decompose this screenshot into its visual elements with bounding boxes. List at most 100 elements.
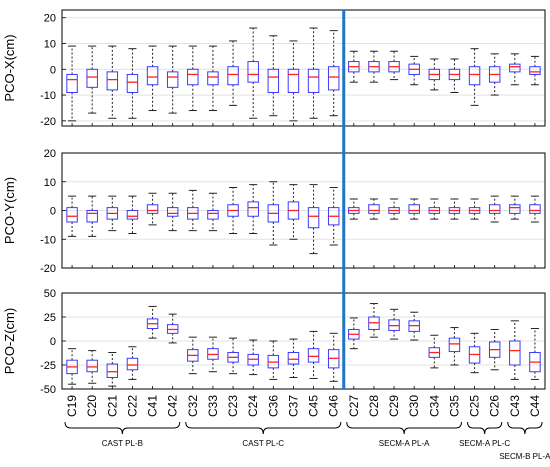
box-c25 <box>468 48 481 106</box>
x-category-label: C35 <box>447 395 461 417</box>
group-label: SECM-A PL-A <box>379 439 430 448</box>
iqr-box <box>529 204 541 214</box>
box-c20 <box>86 45 98 114</box>
box-c29 <box>388 308 400 340</box>
box-c34 <box>428 58 441 91</box>
box-c22 <box>126 48 139 119</box>
iqr-box <box>307 207 320 229</box>
panel-frame <box>61 292 546 390</box>
panel-frame <box>61 9 546 127</box>
iqr-box <box>368 204 380 214</box>
x-category-label: C36 <box>266 395 280 417</box>
x-category-label: C28 <box>367 395 381 417</box>
box-c28 <box>368 198 380 220</box>
y-tick-label: -25 <box>40 360 56 372</box>
box-c36 <box>267 340 280 380</box>
iqr-box <box>509 340 521 366</box>
box-c21 <box>106 45 119 119</box>
iqr-box <box>287 68 300 93</box>
y-tick-label: 25 <box>44 312 56 324</box>
box-c30 <box>408 198 420 220</box>
y-tick-label: -10 <box>40 90 56 102</box>
box-c26 <box>488 53 501 96</box>
iqr-box <box>106 71 119 91</box>
group-brace <box>185 421 342 435</box>
box-c33 <box>207 45 219 112</box>
x-category-label: C41 <box>146 395 160 417</box>
y-tick-label: -20 <box>40 116 56 128</box>
box-c34 <box>428 198 441 220</box>
x-category-label: C34 <box>427 395 441 417</box>
iqr-box <box>207 71 219 86</box>
iqr-box <box>509 63 521 73</box>
iqr-box <box>126 210 139 220</box>
box-c46 <box>327 187 340 246</box>
box-c19 <box>66 348 78 385</box>
x-category-label: C32 <box>186 395 200 417</box>
iqr-box <box>86 68 98 88</box>
box-c27 <box>348 317 360 350</box>
x-category-label: C22 <box>125 395 139 417</box>
y-tick-label: 50 <box>44 288 56 300</box>
box-c45 <box>307 330 320 379</box>
box-c30 <box>408 55 420 86</box>
iqr-box <box>207 210 219 220</box>
iqr-box <box>66 207 78 223</box>
iqr-box <box>146 204 159 214</box>
panel-pco-z-cm-: -50 -25 0 25 50 PCO-Z(cm) <box>2 288 546 396</box>
box-c44 <box>529 55 541 86</box>
box-c33 <box>207 192 219 232</box>
x-category-label: C45 <box>307 395 321 417</box>
x-category-label: C24 <box>246 395 260 417</box>
box-c46 <box>327 30 340 117</box>
box-c23 <box>227 40 239 106</box>
x-category-label: C20 <box>85 395 99 417</box>
x-category-label: C46 <box>327 395 341 417</box>
box-c26 <box>488 195 501 223</box>
group-label: SECM-B PL-A <box>499 452 550 461</box>
x-category-label: C43 <box>508 395 522 417</box>
iqr-box <box>488 204 501 214</box>
x-category-label: C37 <box>286 395 300 417</box>
y-tick-label: 20 <box>44 148 56 160</box>
iqr-box <box>307 68 320 93</box>
box-c19 <box>66 45 78 122</box>
box-c41 <box>146 305 159 339</box>
group-brace <box>346 421 462 435</box>
iqr-box <box>448 337 461 353</box>
box-c26 <box>488 328 501 371</box>
iqr-box <box>126 357 139 371</box>
box-c42 <box>166 192 179 232</box>
y-tick-label: 0 <box>50 64 56 76</box>
x-category-label: C30 <box>407 395 421 417</box>
box-c42 <box>166 313 179 344</box>
box-c44 <box>529 328 541 380</box>
box-c43 <box>509 53 521 86</box>
x-category-label: C27 <box>347 395 361 417</box>
y-tick-label: 10 <box>44 177 56 189</box>
iqr-box <box>307 348 320 363</box>
box-c19 <box>66 195 78 237</box>
iqr-box <box>66 73 78 93</box>
box-c27 <box>348 50 360 83</box>
group-brace <box>507 421 543 435</box>
y-axis-label: PCO-Y(cm) <box>2 177 17 244</box>
box-c21 <box>106 352 119 387</box>
box-c30 <box>408 311 420 341</box>
box-c45 <box>307 184 320 255</box>
iqr-box <box>468 66 481 86</box>
box-c34 <box>428 334 441 369</box>
box-c42 <box>166 45 179 114</box>
iqr-box <box>267 68 280 93</box>
box-c41 <box>146 192 159 226</box>
box-c35 <box>448 198 461 220</box>
iqr-box <box>166 207 179 217</box>
x-category-label: C25 <box>468 395 482 417</box>
x-category-label: C26 <box>488 395 502 417</box>
box-c36 <box>267 35 280 117</box>
panel-pco-y-cm-: -20 -10 0 10 20 PCO-Y(cm) <box>2 148 546 275</box>
box-c45 <box>307 27 320 119</box>
box-c32 <box>187 45 199 112</box>
box-c43 <box>509 195 521 220</box>
x-category-label: C19 <box>65 395 79 417</box>
